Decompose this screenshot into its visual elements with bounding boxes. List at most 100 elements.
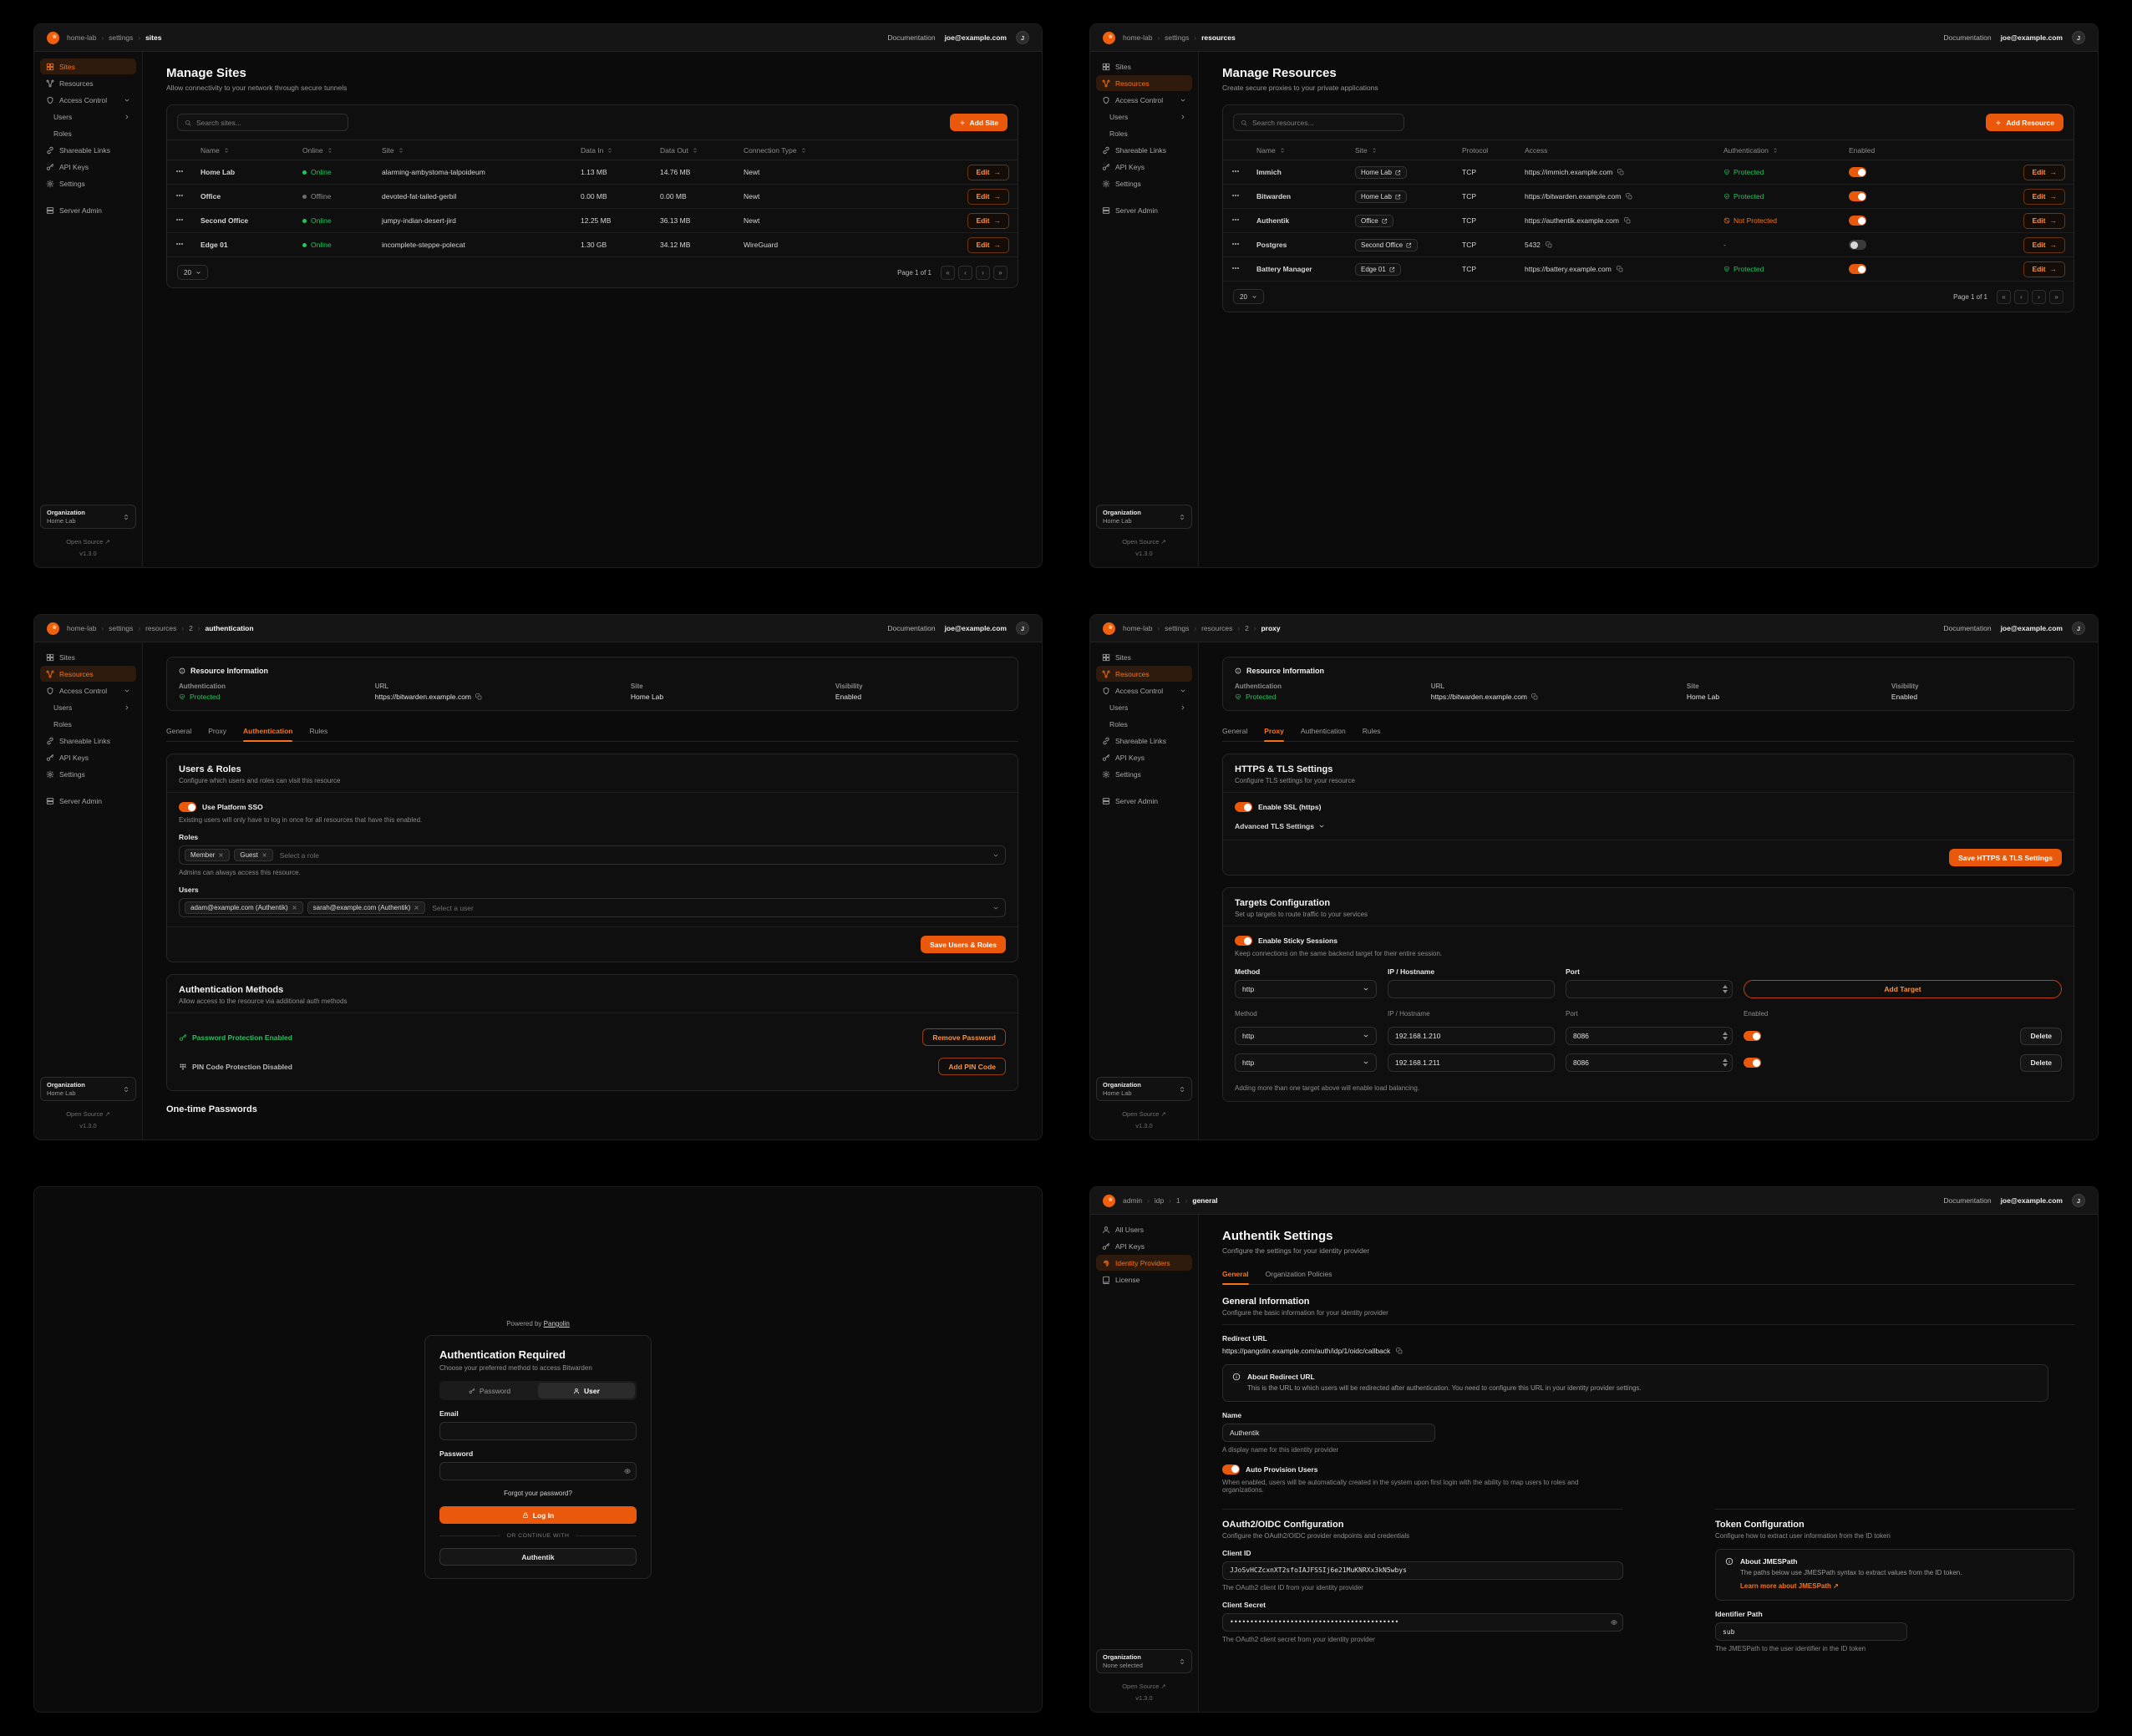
sidebar-item-roles[interactable]: Roles bbox=[1096, 125, 1192, 141]
breadcrumb-item[interactable]: admin bbox=[1123, 1196, 1143, 1205]
users-multiselect[interactable]: adam@example.com (Authentik) sarah@examp… bbox=[179, 898, 1006, 917]
sidebar-item-users[interactable]: Users bbox=[40, 109, 136, 124]
open-source-link[interactable]: Open Source ↗ bbox=[1122, 538, 1166, 546]
rows-per-page-select[interactable]: 20 bbox=[177, 265, 208, 280]
row-actions-icon[interactable] bbox=[1231, 240, 1240, 248]
sidebar-item-shareable-links[interactable]: Shareable Links bbox=[1096, 733, 1192, 749]
copy-icon[interactable] bbox=[1624, 217, 1631, 224]
last-page-button[interactable]: » bbox=[993, 265, 1008, 280]
sidebar-item-api-keys[interactable]: API Keys bbox=[40, 749, 136, 765]
breadcrumb-item[interactable]: idp bbox=[1154, 1196, 1165, 1205]
breadcrumb-item[interactable]: 2 bbox=[1245, 624, 1249, 632]
breadcrumb-item[interactable]: settings bbox=[109, 33, 134, 42]
site-link-badge[interactable]: Home Lab bbox=[1355, 165, 1407, 179]
method-select[interactable]: http bbox=[1235, 1053, 1377, 1072]
breadcrumb-item[interactable]: home-lab bbox=[67, 624, 97, 632]
site-link-badge[interactable]: Office bbox=[1355, 214, 1393, 227]
site-link-badge[interactable]: Home Lab bbox=[1355, 190, 1407, 203]
row-actions-icon[interactable] bbox=[175, 216, 184, 224]
edit-button[interactable]: Edit → bbox=[967, 188, 1009, 205]
sidebar-item-api-keys[interactable]: API Keys bbox=[1096, 159, 1192, 175]
row-actions-icon[interactable] bbox=[175, 167, 184, 175]
close-icon[interactable] bbox=[414, 905, 419, 911]
user-email[interactable]: joe@example.com bbox=[2000, 33, 2063, 42]
authentik-sso-button[interactable]: Authentik bbox=[439, 1548, 637, 1566]
sidebar-item-sites[interactable]: Sites bbox=[1096, 58, 1192, 74]
sidebar-item-users[interactable]: Users bbox=[1096, 109, 1192, 124]
sort-icon[interactable] bbox=[398, 147, 404, 154]
client-secret-input[interactable] bbox=[1222, 1612, 1623, 1632]
sidebar-item-resources[interactable]: Resources bbox=[1096, 666, 1192, 682]
email-input[interactable] bbox=[439, 1422, 637, 1440]
sidebar-item-api-keys[interactable]: API Keys bbox=[1096, 749, 1192, 765]
delete-target-button[interactable]: Delete bbox=[2020, 1027, 2062, 1045]
sidebar-item-api-keys[interactable]: API Keys bbox=[40, 159, 136, 175]
close-icon[interactable] bbox=[261, 852, 267, 858]
enabled-toggle[interactable] bbox=[1849, 167, 1866, 177]
identifier-path-input[interactable] bbox=[1715, 1622, 1907, 1642]
sidebar-item-roles[interactable]: Roles bbox=[40, 125, 136, 141]
edit-button[interactable]: Edit → bbox=[2023, 188, 2065, 205]
add-site-button[interactable]: Add Site bbox=[949, 114, 1008, 131]
advanced-tls-settings-link[interactable]: Advanced TLS Settings bbox=[1235, 822, 2062, 830]
breadcrumb-item[interactable]: 2 bbox=[189, 624, 193, 632]
sidebar-item-settings[interactable]: Settings bbox=[40, 766, 136, 782]
user-email[interactable]: joe@example.com bbox=[2000, 624, 2063, 632]
forgot-password-link[interactable]: Forgot your password? bbox=[504, 1490, 572, 1497]
tab-password[interactable]: Password bbox=[441, 1383, 538, 1398]
port-input[interactable] bbox=[1566, 1027, 1733, 1045]
breadcrumb-item[interactable]: home-lab bbox=[67, 33, 97, 42]
user-email[interactable]: joe@example.com bbox=[944, 33, 1007, 42]
sidebar-item-identity-providers[interactable]: Identity Providers bbox=[1096, 1255, 1192, 1271]
sidebar-item-resources[interactable]: Resources bbox=[40, 75, 136, 91]
first-page-button[interactable]: « bbox=[1997, 289, 2011, 304]
sidebar-item-settings[interactable]: Settings bbox=[1096, 175, 1192, 191]
sidebar-item-server-admin[interactable]: Server Admin bbox=[40, 793, 136, 809]
org-switcher[interactable]: Organization Home Lab bbox=[40, 505, 136, 529]
sidebar-item-users[interactable]: Users bbox=[1096, 699, 1192, 715]
row-actions-icon[interactable] bbox=[1231, 191, 1240, 200]
sidebar-item-users[interactable]: Users bbox=[40, 699, 136, 715]
user-chip[interactable]: sarah@example.com (Authentik) bbox=[307, 901, 426, 914]
breadcrumb-item[interactable]: home-lab bbox=[1123, 624, 1153, 632]
sidebar-item-roles[interactable]: Roles bbox=[1096, 716, 1192, 732]
user-avatar[interactable]: J bbox=[2072, 31, 2085, 44]
sidebar-item-access-control[interactable]: Access Control bbox=[40, 683, 136, 698]
sort-icon[interactable] bbox=[800, 147, 807, 154]
user-avatar[interactable]: J bbox=[2072, 1194, 2085, 1207]
copy-icon[interactable] bbox=[1396, 1348, 1403, 1354]
tab-organization-policies[interactable]: Organization Policies bbox=[1265, 1270, 1332, 1278]
site-link-badge[interactable]: Second Office bbox=[1355, 238, 1419, 251]
sidebar-item-settings[interactable]: Settings bbox=[40, 175, 136, 191]
stepper-arrows-icon[interactable] bbox=[1723, 1032, 1728, 1040]
add-target-button[interactable]: Add Target bbox=[1744, 980, 2062, 998]
save-tls-button[interactable]: Save HTTPS & TLS Settings bbox=[1949, 849, 2062, 866]
documentation-link[interactable]: Documentation bbox=[887, 624, 936, 632]
sidebar-item-access-control[interactable]: Access Control bbox=[1096, 92, 1192, 108]
add-resource-button[interactable]: Add Resource bbox=[1986, 114, 2063, 131]
method-select[interactable]: http bbox=[1235, 980, 1377, 998]
row-actions-icon[interactable] bbox=[175, 240, 184, 248]
enabled-toggle[interactable] bbox=[1849, 240, 1866, 250]
user-email[interactable]: joe@example.com bbox=[944, 624, 1007, 632]
org-switcher[interactable]: Organization Home Lab bbox=[1096, 505, 1192, 529]
close-icon[interactable] bbox=[218, 852, 224, 858]
user-avatar[interactable]: J bbox=[2072, 622, 2085, 635]
add-pin-code-button[interactable]: Add PIN Code bbox=[938, 1058, 1006, 1075]
sidebar-item-license[interactable]: License bbox=[1096, 1272, 1192, 1287]
breadcrumb-item[interactable]: 1 bbox=[1175, 1196, 1180, 1205]
password-input[interactable] bbox=[439, 1462, 637, 1480]
copy-icon[interactable] bbox=[1546, 241, 1552, 248]
org-switcher[interactable]: Organization Home Lab bbox=[1096, 1077, 1192, 1101]
user-chip[interactable]: adam@example.com (Authentik) bbox=[185, 901, 303, 914]
edit-button[interactable]: Edit → bbox=[967, 164, 1009, 180]
row-actions-icon[interactable] bbox=[1231, 167, 1240, 175]
sidebar-item-shareable-links[interactable]: Shareable Links bbox=[40, 733, 136, 749]
tab-rules[interactable]: Rules bbox=[1362, 727, 1381, 735]
role-chip[interactable]: Member bbox=[185, 849, 231, 861]
tab-general[interactable]: General bbox=[166, 727, 192, 735]
port-input[interactable] bbox=[1566, 1053, 1733, 1072]
breadcrumb-item[interactable]: home-lab bbox=[1123, 33, 1153, 42]
user-email[interactable]: joe@example.com bbox=[2000, 1196, 2063, 1205]
sidebar-item-server-admin[interactable]: Server Admin bbox=[1096, 202, 1192, 218]
